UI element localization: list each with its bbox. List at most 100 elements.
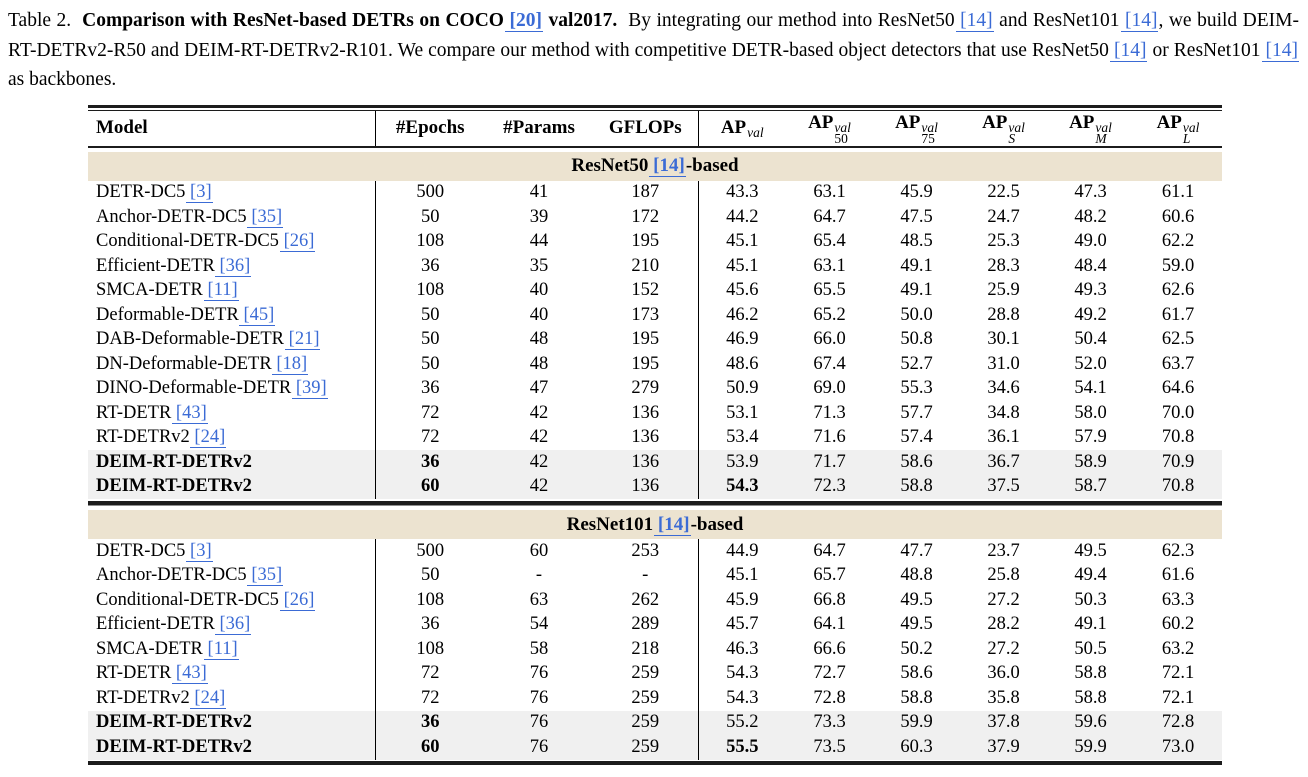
ap-value-cell: 37.9 bbox=[960, 735, 1047, 760]
ap-value-cell: 59.6 bbox=[1047, 710, 1134, 735]
model-cell: RT-DETR [43] bbox=[88, 401, 376, 426]
citation-link[interactable]: [3] bbox=[186, 540, 213, 562]
model-name: DEIM-RT-DETRv2 bbox=[96, 476, 252, 497]
params-cell: 76 bbox=[529, 663, 549, 684]
params-cell: 42 bbox=[529, 427, 549, 448]
ap-value-cell: 47.5 bbox=[900, 206, 933, 227]
model-name: DEIM-RT-DETRv2 bbox=[96, 451, 252, 472]
ap-value-cell: 49.2 bbox=[1074, 304, 1107, 325]
citation-link[interactable]: [36] bbox=[215, 614, 252, 636]
ap-value-cell: 49.0 bbox=[1074, 231, 1107, 252]
citation-link[interactable]: [26] bbox=[279, 231, 316, 253]
top-rule-thick bbox=[88, 104, 1222, 110]
model-cell: DEIM-RT-DETRv2 bbox=[88, 710, 376, 735]
ap-value-cell: 71.7 bbox=[786, 450, 873, 475]
citation-link[interactable]: [36] bbox=[215, 255, 252, 277]
citation-link[interactable]: [14] bbox=[653, 513, 691, 536]
model-cell: Efficient-DETR [36] bbox=[88, 254, 376, 279]
ap-value-cell: 49.4 bbox=[1074, 565, 1107, 586]
ap-value-cell: 57.4 bbox=[900, 427, 933, 448]
citation-link[interactable]: [43] bbox=[171, 402, 208, 424]
table-row: Anchor-DETR-DC5 [35] 50 39 172 44.2 64.7 47.5 2… bbox=[88, 205, 1222, 230]
citation-link[interactable]: [18] bbox=[272, 353, 309, 375]
citation-link[interactable]: [45] bbox=[239, 304, 276, 326]
epochs-cell: 72 bbox=[421, 687, 440, 708]
gflops-cell: 259 bbox=[593, 661, 699, 686]
ap-value-cell: 46.3 bbox=[726, 638, 759, 659]
col-header-ap-s: AP val S bbox=[960, 110, 1047, 148]
ap-label: AP bbox=[895, 111, 921, 133]
ap-value-cell: 45.9 bbox=[726, 589, 759, 610]
citation-link[interactable]: [21] bbox=[284, 329, 321, 351]
model-name: Efficient-DETR bbox=[96, 255, 215, 276]
ap-label: AP bbox=[1156, 111, 1182, 133]
col-header-ap-l: AP val L bbox=[1134, 110, 1222, 148]
gflops-cell: 187 bbox=[593, 180, 699, 205]
model-cell: Anchor-DETR-DC5 [35] bbox=[88, 563, 376, 588]
citation-link[interactable]: [11] bbox=[203, 638, 239, 660]
ap-supsub: val bbox=[747, 125, 764, 140]
ap-value-cell: 72.1 bbox=[1161, 687, 1195, 708]
citation-link[interactable]: [26] bbox=[279, 589, 316, 611]
ap-value-cell: 55.2 bbox=[698, 710, 786, 735]
table-row: DEIM-RT-DETRv2 60 42 136 54.3 72.3 58.8 37.5 58.… bbox=[88, 474, 1222, 499]
model-cell: DINO-Deformable-DETR [39] bbox=[88, 376, 376, 401]
epochs-cell: 500 bbox=[416, 540, 445, 561]
citation-link[interactable]: [14] bbox=[1109, 39, 1148, 62]
citation-link[interactable]: [35] bbox=[247, 565, 284, 587]
citation-link[interactable]: [39] bbox=[291, 378, 328, 400]
table-row: SMCA-DETR [11] 108 40 152 45.6 65.5 49.1 25.9 49… bbox=[88, 278, 1222, 303]
ap-value-cell: 25.9 bbox=[987, 280, 1020, 301]
col-header-params: #Params bbox=[485, 110, 593, 148]
citation-link[interactable]: [3] bbox=[186, 182, 213, 204]
ap-value-cell: 31.0 bbox=[987, 353, 1020, 374]
model-cell: RT-DETR [43] bbox=[88, 661, 376, 686]
citation-link[interactable]: [14] bbox=[956, 10, 994, 32]
epochs-cell: 72 bbox=[421, 402, 440, 423]
ap-value-cell: 72.8 bbox=[813, 687, 846, 708]
citation-link[interactable]: [14] bbox=[1120, 10, 1159, 32]
gflops-cell: 253 bbox=[593, 539, 699, 564]
citation-link[interactable]: [11] bbox=[203, 280, 239, 302]
caption-text: or ResNet101 bbox=[1147, 39, 1266, 61]
citation-link[interactable]: [35] bbox=[247, 206, 284, 228]
citation-link[interactable]: [14] bbox=[1261, 39, 1299, 62]
params-cell: 76 bbox=[485, 735, 593, 760]
ap-value-cell: 55.5 bbox=[698, 735, 786, 760]
section-title-cell: ResNet101 [14]-based bbox=[88, 510, 1222, 539]
params-cell: 63 bbox=[529, 589, 549, 610]
model-name: Efficient-DETR bbox=[96, 614, 215, 635]
ap-label: AP bbox=[1069, 111, 1095, 133]
ap-value-cell: 59.9 bbox=[873, 710, 960, 735]
ap-value-cell: 65.2 bbox=[813, 304, 846, 325]
gflops-cell: 195 bbox=[593, 352, 699, 377]
ap-value-cell: 50.4 bbox=[1074, 329, 1107, 350]
citation-link[interactable]: [20] bbox=[505, 10, 543, 32]
ap-label: AP bbox=[720, 117, 747, 138]
caption-bold-text: val2017. bbox=[542, 10, 629, 31]
ap-supsub: val M bbox=[1095, 119, 1112, 146]
citation-link[interactable]: [24] bbox=[190, 687, 227, 709]
ap-value-cell: 54.3 bbox=[726, 687, 759, 708]
col-header-model: Model bbox=[88, 110, 376, 148]
ap-value-cell: 70.9 bbox=[1134, 450, 1222, 475]
gflops-cell: 172 bbox=[593, 205, 699, 230]
ap-value-cell: 52.0 bbox=[1074, 353, 1107, 374]
ap-value-cell: 71.3 bbox=[813, 402, 846, 423]
params-cell: 40 bbox=[529, 280, 549, 301]
model-cell: DETR-DC5 [3] bbox=[88, 180, 376, 205]
citation-link[interactable]: [43] bbox=[171, 663, 208, 685]
col-header-ap75: AP val 75 bbox=[873, 110, 960, 148]
citation-link[interactable]: [14] bbox=[649, 155, 686, 177]
model-name: DN-Deformable-DETR bbox=[96, 353, 272, 374]
ap-value-cell: 65.5 bbox=[813, 280, 846, 301]
ap-value-cell: 47.3 bbox=[1074, 182, 1107, 203]
citation-link[interactable]: [24] bbox=[190, 427, 227, 449]
ap-value-cell: 69.0 bbox=[813, 378, 846, 399]
model-name: RT-DETR bbox=[96, 402, 172, 423]
model-cell: DEIM-RT-DETRv2 bbox=[88, 735, 376, 760]
ap-value-cell: 64.1 bbox=[813, 614, 846, 635]
ap-value-cell: 58.8 bbox=[873, 474, 960, 499]
ap-value-cell: 59.0 bbox=[1161, 255, 1195, 276]
